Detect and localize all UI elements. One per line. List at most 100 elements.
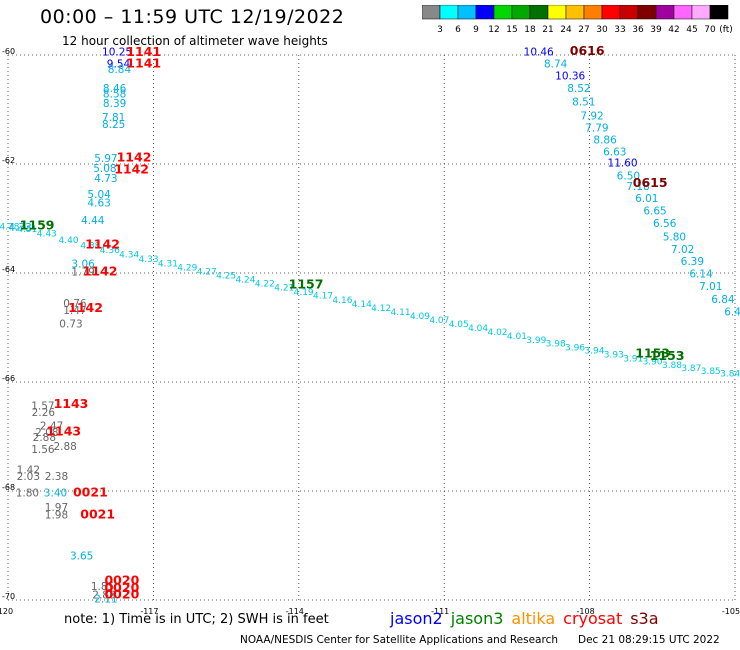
track-point: 4.16 xyxy=(332,296,352,306)
wave-height-value: 2.26 xyxy=(32,407,56,419)
wave-height-value: 8.39 xyxy=(103,98,126,110)
colorbar-label: 15 xyxy=(506,25,517,35)
wave-height-value: 1.97 xyxy=(45,502,68,514)
track-point: 3.99 xyxy=(526,336,546,346)
colorbar-label: 70 xyxy=(704,25,716,35)
color-scale-bar: 3 6 9 12 15 18 21 24 27 30 33 36 39 42 45 70 (ft) xyxy=(422,5,733,35)
track-point: 4.43 xyxy=(37,229,57,239)
pass-time-label: 1157 xyxy=(289,276,324,291)
colorbar-swatch xyxy=(601,5,621,20)
wave-height-value: 9.54 xyxy=(107,59,131,71)
lat-tick-label: -70 xyxy=(2,592,15,601)
pass-time-label: 0616 xyxy=(570,43,605,58)
wave-height-value: 8.46 xyxy=(103,83,127,95)
colorbar-label: 33 xyxy=(614,25,625,35)
wave-height-value: 2.47 xyxy=(40,420,63,432)
pass-time-label: 1141 xyxy=(126,56,161,71)
credit-date: Dec 21 08:29:15 UTC 2022 xyxy=(578,634,720,646)
track-point: 4.34 xyxy=(119,251,139,261)
pass-time-label: 1153 xyxy=(650,348,685,363)
track-point: 3.90 xyxy=(643,358,663,368)
wave-height-value: 2.83 xyxy=(92,589,115,601)
colorbar-swatch xyxy=(673,5,693,20)
track-point: 4.22 xyxy=(255,280,275,290)
colorbar-swatch xyxy=(655,5,675,20)
colorbar-swatch xyxy=(619,5,639,20)
colorbar-swatch xyxy=(422,5,441,20)
wave-height-value: 4.73 xyxy=(8,222,31,234)
wave-height-value: 5.97 xyxy=(94,153,117,165)
wave-height-value: 0.76 xyxy=(63,298,87,310)
wave-height-value: 7.81 xyxy=(102,112,125,124)
map-subtitle: 12 hour collection of altimeter wave hei… xyxy=(62,34,328,48)
pass-time-label: 0020 xyxy=(104,586,139,601)
track-point: 4.11 xyxy=(391,308,411,318)
track-point: 4.33 xyxy=(139,255,159,265)
wave-height-value: 8.51 xyxy=(572,97,595,109)
colorbar-swatch xyxy=(583,5,603,20)
colorbar-label: 45 xyxy=(686,25,697,35)
colorbar-label: 24 xyxy=(560,25,572,35)
track-point: 3.88 xyxy=(662,361,682,371)
track-point: 4.09 xyxy=(410,312,430,322)
pass-time-label: 1143 xyxy=(46,423,81,438)
wave-height-value: 8.58 xyxy=(103,89,126,101)
wave-height-value: 5.04 xyxy=(87,189,111,201)
pass-time-label: 0020 xyxy=(104,580,139,595)
track-point: 4.12 xyxy=(371,304,391,314)
colorbar-swatch xyxy=(511,5,531,20)
colorbar-label: 39 xyxy=(650,25,662,35)
wave-height-value: 1.57 xyxy=(31,400,54,412)
track-point: 3.94 xyxy=(584,347,604,357)
colorbar-unit: (ft) xyxy=(719,25,733,35)
colorbar-label: 12 xyxy=(488,25,499,35)
pass-time-label: 1159 xyxy=(20,217,55,232)
colorbar-label: 6 xyxy=(455,25,461,35)
lon-tick-label: -105 xyxy=(722,607,740,616)
lat-tick-label: -66 xyxy=(2,374,15,383)
track-point: 4.78 xyxy=(0,222,20,232)
wave-height-value: 8.52 xyxy=(567,83,590,95)
track-point: 4.36 xyxy=(100,246,120,256)
track-point: 3.93 xyxy=(604,350,624,360)
wave-height-value: 2.88 xyxy=(53,441,76,453)
wave-height-value: 6.56 xyxy=(653,218,677,230)
track-point: 4.02 xyxy=(487,328,507,338)
wave-height-value: 6.84 xyxy=(711,294,735,306)
track-point: 4.38 xyxy=(80,241,100,251)
footnote: note: 1) Time is in UTC; 2) SWH is in fe… xyxy=(64,612,329,627)
wave-height-value: 1.56 xyxy=(31,444,55,456)
map-title: 00:00 – 11:59 UTC 12/19/2022 xyxy=(40,6,345,28)
wave-height-value: 10.25 xyxy=(102,47,132,59)
pass-time-label: 1142 xyxy=(114,161,149,176)
credit-line: NOAA/NESDIS Center for Satellite Applica… xyxy=(240,634,558,646)
track-point: 3.96 xyxy=(565,343,585,353)
satellite-legend: jason2 jason3 altika cryosat s3a xyxy=(390,609,667,628)
track-point: 4.21 xyxy=(274,283,294,293)
colorbar-label: 30 xyxy=(596,25,608,35)
track-point: 3.87 xyxy=(681,364,701,374)
pass-time-label: 0021 xyxy=(73,484,108,499)
track-point: 4.14 xyxy=(352,300,372,310)
wave-height-value: 3.40 xyxy=(44,487,67,499)
wave-height-value: 7.02 xyxy=(671,244,694,256)
colorbar-swatch xyxy=(457,5,477,20)
pass-time-label: 1142 xyxy=(68,300,103,315)
legend-jason3: jason3 xyxy=(450,609,504,628)
wave-height-value: 8.86 xyxy=(593,134,617,146)
wave-height-value: 5.80 xyxy=(663,231,686,243)
wave-height-value: 6.14 xyxy=(689,268,713,280)
lon-tick-label: -120 xyxy=(0,607,13,616)
track-point: 4.07 xyxy=(429,316,449,326)
wave-height-value: 1.47 xyxy=(63,305,86,317)
wave-height-value: 5.08 xyxy=(93,163,116,175)
wave-height-value: 1.42 xyxy=(17,465,40,477)
pass-time-label: 1142 xyxy=(83,264,118,279)
wave-height-value: 6.63 xyxy=(603,146,626,158)
track-point: 3.91 xyxy=(623,354,643,364)
colorbar-swatch xyxy=(547,5,567,20)
wave-height-value: 7.18 xyxy=(626,181,649,193)
pass-time-label: 0020 xyxy=(104,573,139,588)
pass-time-label: 1142 xyxy=(85,236,120,251)
